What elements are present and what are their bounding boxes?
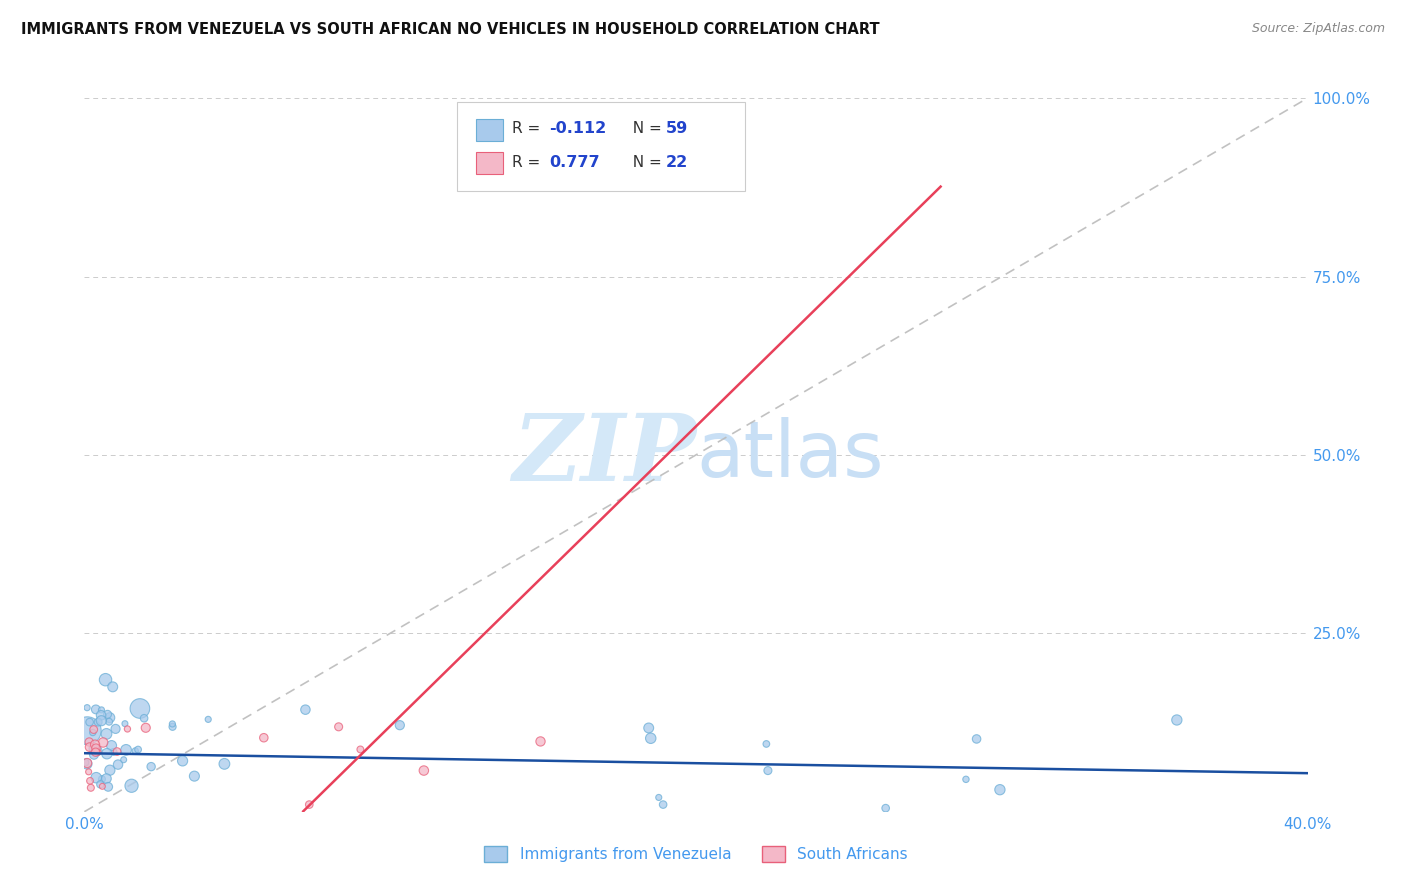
Point — [82, 741, 104, 756]
Point — [637, 721, 659, 735]
Text: atlas: atlas — [696, 417, 883, 493]
Point — [101, 680, 124, 694]
Point — [98, 711, 121, 725]
Point — [82, 725, 104, 739]
Point — [412, 764, 434, 778]
Point — [988, 782, 1011, 797]
Point — [105, 745, 128, 759]
Point — [98, 714, 121, 729]
Point — [90, 703, 112, 717]
Point — [756, 764, 779, 778]
Point — [91, 735, 114, 749]
Text: 59: 59 — [665, 121, 688, 136]
Point — [96, 747, 118, 761]
Text: R =: R = — [513, 121, 546, 136]
Point — [129, 701, 152, 715]
Point — [100, 739, 122, 753]
Point — [755, 737, 778, 751]
Point — [84, 745, 107, 759]
Point — [253, 731, 276, 745]
Point — [127, 742, 149, 756]
Text: ZIP: ZIP — [512, 410, 696, 500]
Point — [214, 756, 236, 771]
Point — [79, 715, 101, 730]
Point — [90, 714, 112, 728]
Point — [75, 756, 97, 770]
Point — [114, 716, 136, 731]
Point — [648, 790, 671, 805]
Point — [77, 735, 100, 749]
Point — [104, 722, 127, 736]
Point — [955, 772, 977, 787]
Point — [139, 759, 162, 773]
Point — [135, 721, 157, 735]
Point — [96, 727, 118, 741]
Point — [172, 754, 194, 768]
Point — [79, 773, 101, 788]
Point — [162, 717, 184, 731]
Point — [103, 745, 125, 759]
Point — [90, 708, 112, 723]
Point — [96, 772, 118, 786]
Point — [124, 744, 146, 758]
Point — [875, 801, 897, 815]
Text: Source: ZipAtlas.com: Source: ZipAtlas.com — [1251, 22, 1385, 36]
Text: N =: N = — [623, 155, 666, 169]
Point — [529, 734, 551, 748]
Point — [83, 747, 105, 762]
Point — [652, 797, 675, 812]
Legend: Immigrants from Venezuela, South Africans: Immigrants from Venezuela, South African… — [478, 840, 914, 868]
Point — [76, 756, 98, 771]
Point — [1166, 713, 1188, 727]
Point — [294, 703, 316, 717]
Point — [83, 723, 105, 737]
Point — [388, 718, 411, 732]
Point — [84, 738, 107, 752]
Point — [76, 756, 98, 770]
Point — [162, 720, 184, 734]
FancyBboxPatch shape — [457, 102, 745, 191]
Point — [80, 780, 103, 795]
Point — [84, 771, 107, 785]
Point — [197, 712, 219, 726]
Point — [84, 702, 107, 716]
Point — [87, 715, 110, 730]
Text: IMMIGRANTS FROM VENEZUELA VS SOUTH AFRICAN NO VEHICLES IN HOUSEHOLD CORRELATION : IMMIGRANTS FROM VENEZUELA VS SOUTH AFRIC… — [21, 22, 880, 37]
Point — [328, 720, 350, 734]
Text: 22: 22 — [665, 155, 688, 169]
Point — [132, 711, 155, 725]
Point — [77, 764, 100, 779]
Point — [86, 744, 108, 758]
Point — [115, 743, 138, 757]
Point — [97, 780, 120, 794]
Text: N =: N = — [623, 121, 666, 136]
Point — [76, 700, 98, 714]
Point — [84, 741, 107, 756]
Point — [117, 722, 139, 736]
Point — [94, 673, 117, 687]
Point — [183, 769, 205, 783]
Text: -0.112: -0.112 — [550, 121, 606, 136]
Point — [298, 797, 321, 812]
Point — [98, 763, 121, 777]
Point — [91, 780, 114, 794]
Text: 0.777: 0.777 — [550, 155, 600, 169]
FancyBboxPatch shape — [475, 119, 503, 141]
FancyBboxPatch shape — [475, 153, 503, 175]
Point — [349, 742, 371, 756]
Point — [121, 779, 143, 793]
Point — [91, 772, 114, 786]
Text: R =: R = — [513, 155, 546, 169]
Point — [96, 707, 118, 722]
Point — [966, 731, 988, 746]
Point — [107, 757, 129, 772]
Point — [86, 745, 108, 759]
Point — [112, 753, 135, 767]
Point — [76, 723, 98, 738]
Point — [79, 740, 101, 755]
Point — [89, 777, 111, 791]
Point — [640, 731, 662, 746]
